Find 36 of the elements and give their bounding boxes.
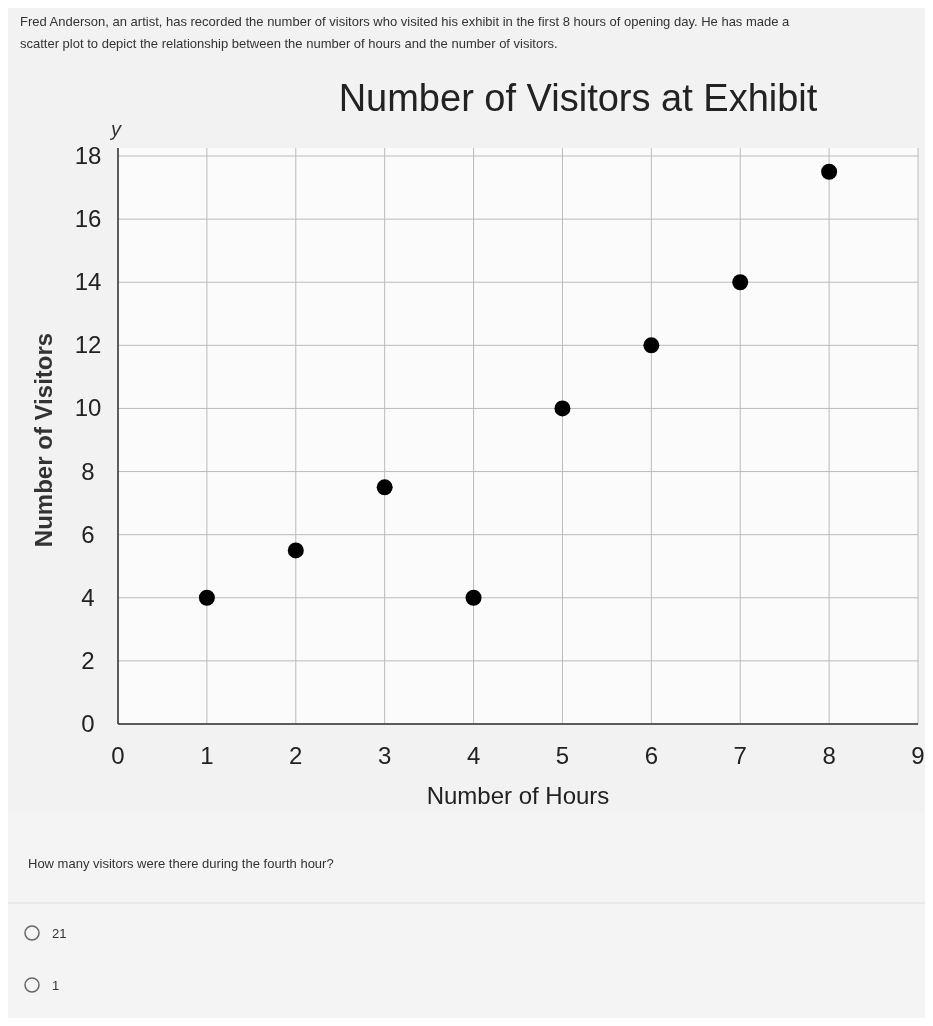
point: [732, 274, 749, 291]
x-tick-label: 5: [555, 742, 570, 769]
y-tick-label: 2: [81, 646, 95, 674]
chart-title: Number of Visitors at Exhibit: [338, 77, 818, 119]
y-tick-label: 16: [74, 205, 102, 233]
point: [821, 163, 838, 180]
point: [198, 589, 215, 606]
x-axis-title: Number of Hours: [426, 782, 610, 809]
text: 1: [52, 978, 60, 993]
point: [287, 542, 304, 559]
y-tick-label: 18: [74, 142, 102, 169]
point: [376, 479, 393, 496]
point: [554, 400, 571, 417]
y-tick-label: 12: [74, 331, 102, 359]
y-axis-title: Number of Visitors: [30, 332, 57, 548]
text: How many visitors were there during the fourth hour?: [28, 856, 334, 871]
text: y: [109, 118, 122, 140]
x-tick-label: 8: [822, 742, 836, 769]
y-tick-label: 6: [81, 520, 95, 548]
point: [465, 589, 482, 606]
x-tick-label: 6: [644, 742, 659, 769]
x-tick-label: 9: [911, 742, 925, 769]
x-tick-label: 2: [289, 742, 303, 769]
x-tick-label: 7: [733, 742, 747, 769]
y-tick-label: 14: [74, 268, 102, 296]
y-tick-label: 0: [81, 710, 95, 737]
y-tick-label: 8: [81, 457, 95, 485]
x-tick-label: 0: [111, 742, 125, 769]
text: 21: [52, 926, 67, 941]
point: [643, 337, 660, 354]
x-tick-label: 4: [466, 742, 481, 769]
y-tick-label: 4: [81, 583, 95, 611]
x-tick-label: 1: [200, 742, 214, 769]
y-tick-label: 10: [74, 394, 102, 422]
x-tick-label: 3: [377, 742, 392, 769]
text: Fred Anderson, an artist, has recorded the number of visitors who visited his exhibit in the first 8 hours of opening day. He has made a scatter plot to depict the relationship between the number of hours and the number of visitors.: [20, 14, 791, 51]
